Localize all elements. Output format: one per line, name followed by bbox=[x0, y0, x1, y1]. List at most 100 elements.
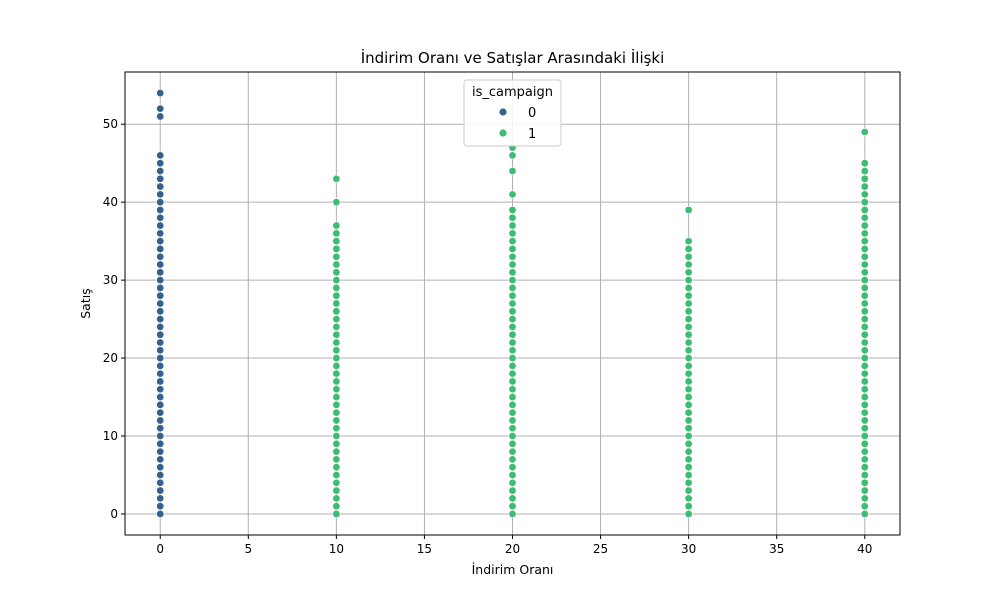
scatter-point-series-1 bbox=[860, 159, 869, 168]
scatter-point-series-0 bbox=[156, 252, 165, 261]
scatter-point-series-1 bbox=[508, 346, 517, 355]
scatter-point-series-0 bbox=[156, 447, 165, 456]
scatter-point-series-0 bbox=[156, 494, 165, 503]
scatter-point-series-0 bbox=[156, 244, 165, 253]
x-tick-label: 40 bbox=[857, 542, 872, 556]
scatter-point-series-1 bbox=[332, 478, 341, 487]
scatter-point-series-1 bbox=[684, 268, 693, 277]
scatter-point-series-1 bbox=[684, 424, 693, 433]
scatter-point-series-0 bbox=[156, 315, 165, 324]
scatter-point-series-0 bbox=[156, 229, 165, 238]
scatter-point-series-1 bbox=[332, 408, 341, 417]
scatter-point-series-1 bbox=[860, 447, 869, 456]
scatter-point-series-1 bbox=[860, 494, 869, 503]
scatter-point-series-1 bbox=[332, 416, 341, 425]
scatter-point-series-1 bbox=[684, 416, 693, 425]
scatter-point-series-1 bbox=[508, 268, 517, 277]
scatter-point-series-1 bbox=[332, 260, 341, 269]
scatter-point-series-1 bbox=[684, 315, 693, 324]
x-tick-label: 35 bbox=[769, 542, 784, 556]
scatter-point-series-1 bbox=[684, 244, 693, 253]
scatter-point-series-1 bbox=[508, 361, 517, 370]
scatter-point-series-0 bbox=[156, 104, 165, 113]
scatter-point-series-0 bbox=[156, 330, 165, 339]
scatter-point-series-1 bbox=[508, 190, 517, 199]
scatter-point-series-0 bbox=[156, 182, 165, 191]
scatter-point-series-1 bbox=[508, 400, 517, 409]
scatter-point-series-1 bbox=[508, 439, 517, 448]
x-tick-label: 20 bbox=[505, 542, 520, 556]
scatter-point-series-1 bbox=[332, 486, 341, 495]
scatter-point-series-1 bbox=[332, 322, 341, 331]
scatter-point-series-1 bbox=[332, 439, 341, 448]
scatter-point-series-0 bbox=[156, 361, 165, 370]
scatter-point-series-1 bbox=[332, 244, 341, 253]
scatter-point-series-1 bbox=[332, 400, 341, 409]
scatter-point-series-1 bbox=[332, 455, 341, 464]
scatter-point-series-1 bbox=[860, 128, 869, 137]
scatter-point-series-1 bbox=[332, 268, 341, 277]
scatter-point-series-1 bbox=[508, 354, 517, 363]
y-tick-label: 10 bbox=[103, 429, 118, 443]
scatter-point-series-1 bbox=[860, 463, 869, 472]
scatter-point-series-1 bbox=[860, 369, 869, 378]
scatter-point-series-1 bbox=[508, 237, 517, 246]
scatter-point-series-1 bbox=[860, 291, 869, 300]
scatter-point-series-1 bbox=[332, 377, 341, 386]
scatter-point-series-1 bbox=[860, 260, 869, 269]
scatter-point-series-0 bbox=[156, 299, 165, 308]
scatter-point-series-1 bbox=[508, 276, 517, 285]
scatter-point-series-0 bbox=[156, 322, 165, 331]
scatter-point-series-1 bbox=[860, 283, 869, 292]
scatter-point-series-1 bbox=[860, 198, 869, 207]
scatter-point-series-1 bbox=[508, 369, 517, 378]
scatter-point-series-0 bbox=[156, 89, 165, 98]
scatter-point-series-1 bbox=[860, 299, 869, 308]
scatter-point-series-1 bbox=[508, 338, 517, 347]
x-tick-label: 15 bbox=[417, 542, 432, 556]
x-tick-label: 30 bbox=[681, 542, 696, 556]
scatter-point-series-1 bbox=[684, 346, 693, 355]
scatter-point-series-0 bbox=[156, 112, 165, 121]
scatter-point-series-0 bbox=[156, 416, 165, 425]
scatter-point-series-1 bbox=[860, 229, 869, 238]
scatter-point-series-1 bbox=[508, 509, 517, 518]
y-tick-label: 40 bbox=[103, 195, 118, 209]
scatter-point-series-1 bbox=[508, 252, 517, 261]
scatter-point-series-1 bbox=[508, 377, 517, 386]
scatter-point-series-1 bbox=[860, 470, 869, 479]
scatter-point-series-0 bbox=[156, 260, 165, 269]
scatter-point-series-1 bbox=[860, 385, 869, 394]
scatter-point-series-1 bbox=[684, 299, 693, 308]
scatter-point-series-1 bbox=[684, 377, 693, 386]
scatter-point-series-1 bbox=[508, 447, 517, 456]
scatter-point-series-1 bbox=[860, 432, 869, 441]
scatter-point-series-1 bbox=[332, 221, 341, 230]
scatter-point-series-1 bbox=[508, 213, 517, 222]
scatter-point-series-0 bbox=[156, 369, 165, 378]
scatter-point-series-0 bbox=[156, 400, 165, 409]
scatter-point-series-1 bbox=[332, 509, 341, 518]
scatter-point-series-0 bbox=[156, 478, 165, 487]
scatter-point-series-1 bbox=[508, 416, 517, 425]
scatter-point-series-1 bbox=[860, 190, 869, 199]
legend-label-0: 0 bbox=[528, 106, 536, 121]
scatter-point-series-1 bbox=[860, 346, 869, 355]
scatter-point-series-1 bbox=[332, 424, 341, 433]
legend-marker-0 bbox=[499, 108, 507, 116]
legend-box bbox=[463, 79, 562, 147]
scatter-point-series-1 bbox=[860, 377, 869, 386]
scatter-point-series-1 bbox=[860, 393, 869, 402]
scatter-point-series-1 bbox=[332, 307, 341, 316]
scatter-point-series-1 bbox=[684, 432, 693, 441]
scatter-point-series-1 bbox=[508, 455, 517, 464]
scatter-point-series-1 bbox=[684, 252, 693, 261]
scatter-point-series-1 bbox=[684, 502, 693, 511]
x-tick-label: 25 bbox=[593, 542, 608, 556]
scatter-point-series-1 bbox=[332, 276, 341, 285]
scatter-point-series-1 bbox=[860, 276, 869, 285]
scatter-point-series-1 bbox=[332, 432, 341, 441]
scatter-point-series-1 bbox=[508, 221, 517, 230]
scatter-point-series-1 bbox=[508, 478, 517, 487]
scatter-point-series-1 bbox=[508, 486, 517, 495]
